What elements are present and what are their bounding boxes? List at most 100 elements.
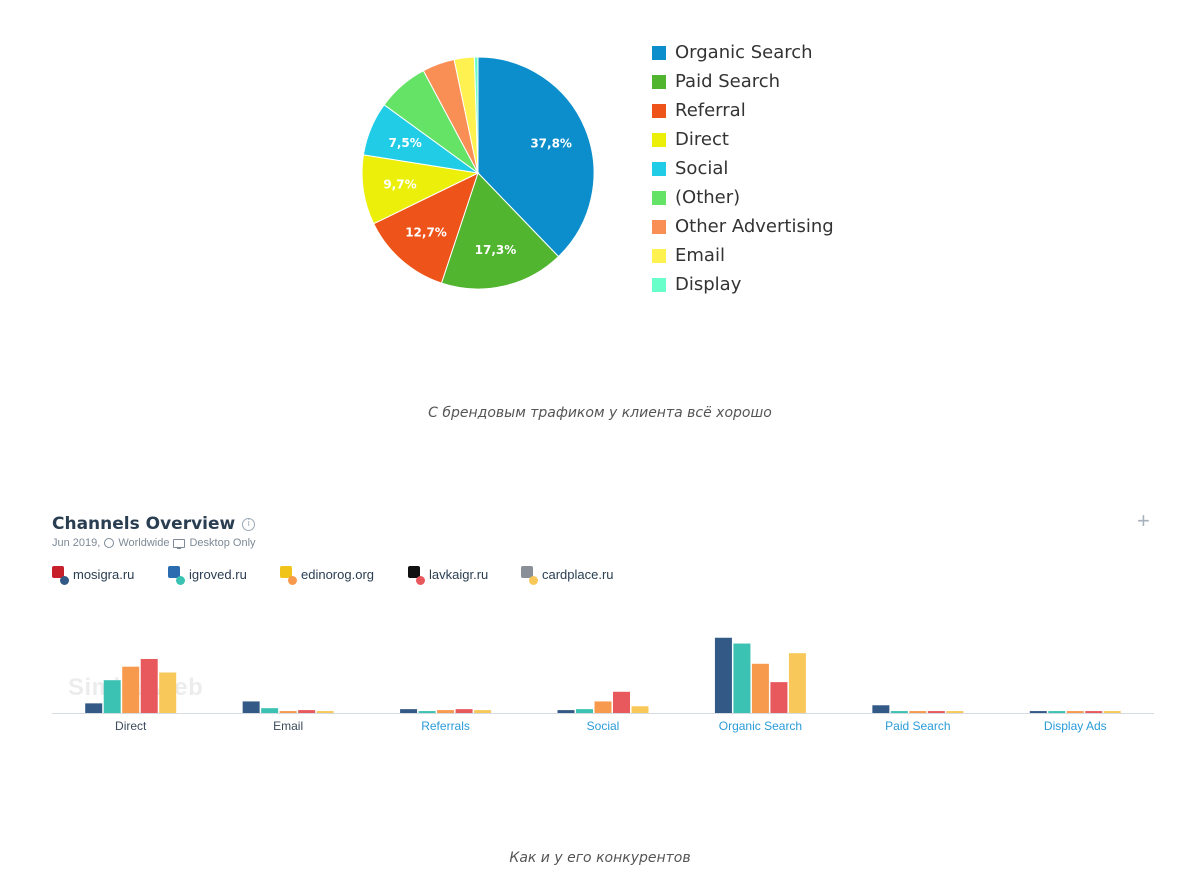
bar-cardplace-direct[interactable] [159,672,177,713]
competitor-lavkaigr[interactable]: lavkaigr.ru [408,566,489,585]
bar-igroved-email[interactable] [261,708,279,713]
x-tick-label[interactable]: Referrals [421,719,470,733]
legend-swatch [652,190,666,205]
bar-edinorog-email[interactable] [279,711,297,713]
x-tick-label[interactable]: Display Ads [1044,719,1107,733]
pie-slice-referral[interactable] [373,172,479,284]
bar-igroved-paid-search[interactable] [890,711,908,713]
bar-cardplace-organic-search[interactable] [788,653,806,713]
bar-chart: Direct Email Referrals Social Organic Search… [52,637,1154,733]
legend-swatch [652,161,666,176]
legend-label: Organic Search [675,42,813,63]
competitor-edinorog[interactable]: edinorog.org [280,566,374,585]
cardplace-logo-icon [521,566,538,585]
legend-label: Email [675,245,725,266]
pie-data-label: 37,8% [530,137,572,151]
pie-data-label: 12,7% [405,225,447,239]
card-meta: Jun 2019, Worldwide Desktop Only [52,537,256,549]
card-title: Channels Overview i [52,514,256,534]
x-tick-label[interactable]: Paid Search [885,719,950,733]
legend-swatch [652,277,666,292]
bar-cardplace-referrals[interactable] [474,710,492,713]
legend-label: Social [675,158,729,179]
bar-igroved-direct[interactable] [103,680,121,713]
pie-slice-paid-search[interactable] [440,172,560,290]
competitor-cardplace[interactable]: cardplace.ru [521,566,614,585]
igroved-logo-icon [168,566,185,585]
globe-icon [104,538,115,548]
bar-edinorog-direct[interactable] [122,666,140,713]
bar-edinorog-organic-search[interactable] [751,663,769,713]
caption-second: Как и у его конкурентов [509,850,691,866]
bar-lavkaigr-email[interactable] [298,710,316,713]
bar-igroved-organic-search[interactable] [733,643,751,713]
bar-mosigra-referrals[interactable] [400,709,418,713]
legend-label: Referral [675,100,746,121]
bar-mosigra-organic-search[interactable] [714,637,732,713]
lavkaigr-logo-icon [408,566,425,585]
legend-swatch [652,74,666,89]
legend-swatch [652,45,666,60]
pie-data-label: 9,7% [383,178,416,192]
legend-item-social[interactable]: Social [652,154,834,183]
competitor-mosigra[interactable]: mosigra.ru [52,566,135,585]
card-title-text: Channels Overview [52,514,236,534]
legend-label: (Other) [675,187,741,208]
pie-data-label: 17,3% [475,243,517,257]
bar-mosigra-email[interactable] [242,701,260,713]
bar-edinorog-display-ads[interactable] [1066,711,1084,713]
bar-edinorog-referrals[interactable] [437,710,455,713]
legend-item-organic-search[interactable]: Organic Search [652,38,834,67]
legend-swatch [652,219,666,234]
info-icon[interactable]: i [242,517,256,531]
legend-label: Display [675,274,742,295]
competitor-igroved[interactable]: igroved.ru [168,566,247,585]
competitor-label: igroved.ru [189,566,247,582]
legend-item-other[interactable]: (Other) [652,183,834,212]
bar-cardplace-email[interactable] [316,711,334,713]
pie-slice-organic-search[interactable] [477,56,595,258]
meta-date: Jun 2019, [52,537,101,549]
bar-mosigra-paid-search[interactable] [872,705,890,713]
legend-item-referral[interactable]: Referral [652,96,834,125]
legend-label: Paid Search [675,71,781,92]
meta-region: Worldwide [118,537,170,549]
bar-igroved-referrals[interactable] [418,711,436,713]
bar-lavkaigr-direct[interactable] [140,658,158,713]
legend-item-direct[interactable]: Direct [652,125,834,154]
bar-edinorog-paid-search[interactable] [909,711,927,713]
legend-item-paid-search[interactable]: Paid Search [652,67,834,96]
monitor-icon [173,538,186,549]
mosigra-logo-icon [52,566,69,585]
x-tick-label[interactable]: Social [587,719,620,733]
x-tick-label: Email [273,719,303,733]
bar-cardplace-display-ads[interactable] [1103,711,1121,713]
plus-icon[interactable]: + [1137,508,1150,533]
x-tick-label: Direct [115,719,147,733]
legend-item-email[interactable]: Email [652,241,834,270]
pie-slice-display[interactable] [473,56,479,174]
bar-mosigra-direct[interactable] [85,703,103,713]
legend-label: Other Advertising [675,216,834,237]
bar-lavkaigr-referrals[interactable] [455,709,473,713]
competitor-label: lavkaigr.ru [429,566,489,582]
bar-edinorog-social[interactable] [594,701,612,713]
bar-igroved-social[interactable] [576,709,593,713]
bar-lavkaigr-display-ads[interactable] [1085,711,1103,713]
legend-item-other-advertising[interactable]: Other Advertising [652,212,834,241]
bar-lavkaigr-paid-search[interactable] [927,711,945,713]
bar-mosigra-social[interactable] [557,710,575,713]
bar-cardplace-social[interactable] [631,706,649,713]
x-tick-label[interactable]: Organic Search [719,719,802,733]
legend-item-display[interactable]: Display [652,270,834,299]
legend-swatch [652,132,666,147]
meta-device: Desktop Only [189,537,256,549]
bar-mosigra-display-ads[interactable] [1029,711,1047,713]
bar-lavkaigr-organic-search[interactable] [770,682,788,713]
bar-lavkaigr-social[interactable] [613,691,630,713]
bar-igroved-display-ads[interactable] [1048,711,1066,713]
competitor-label: cardplace.ru [542,566,614,582]
bar-cardplace-paid-search[interactable] [946,711,964,713]
competitor-label: mosigra.ru [73,566,135,582]
pie-chart: 37,8% 17,3% 12,7% 9,7% 7,5% [361,56,595,290]
